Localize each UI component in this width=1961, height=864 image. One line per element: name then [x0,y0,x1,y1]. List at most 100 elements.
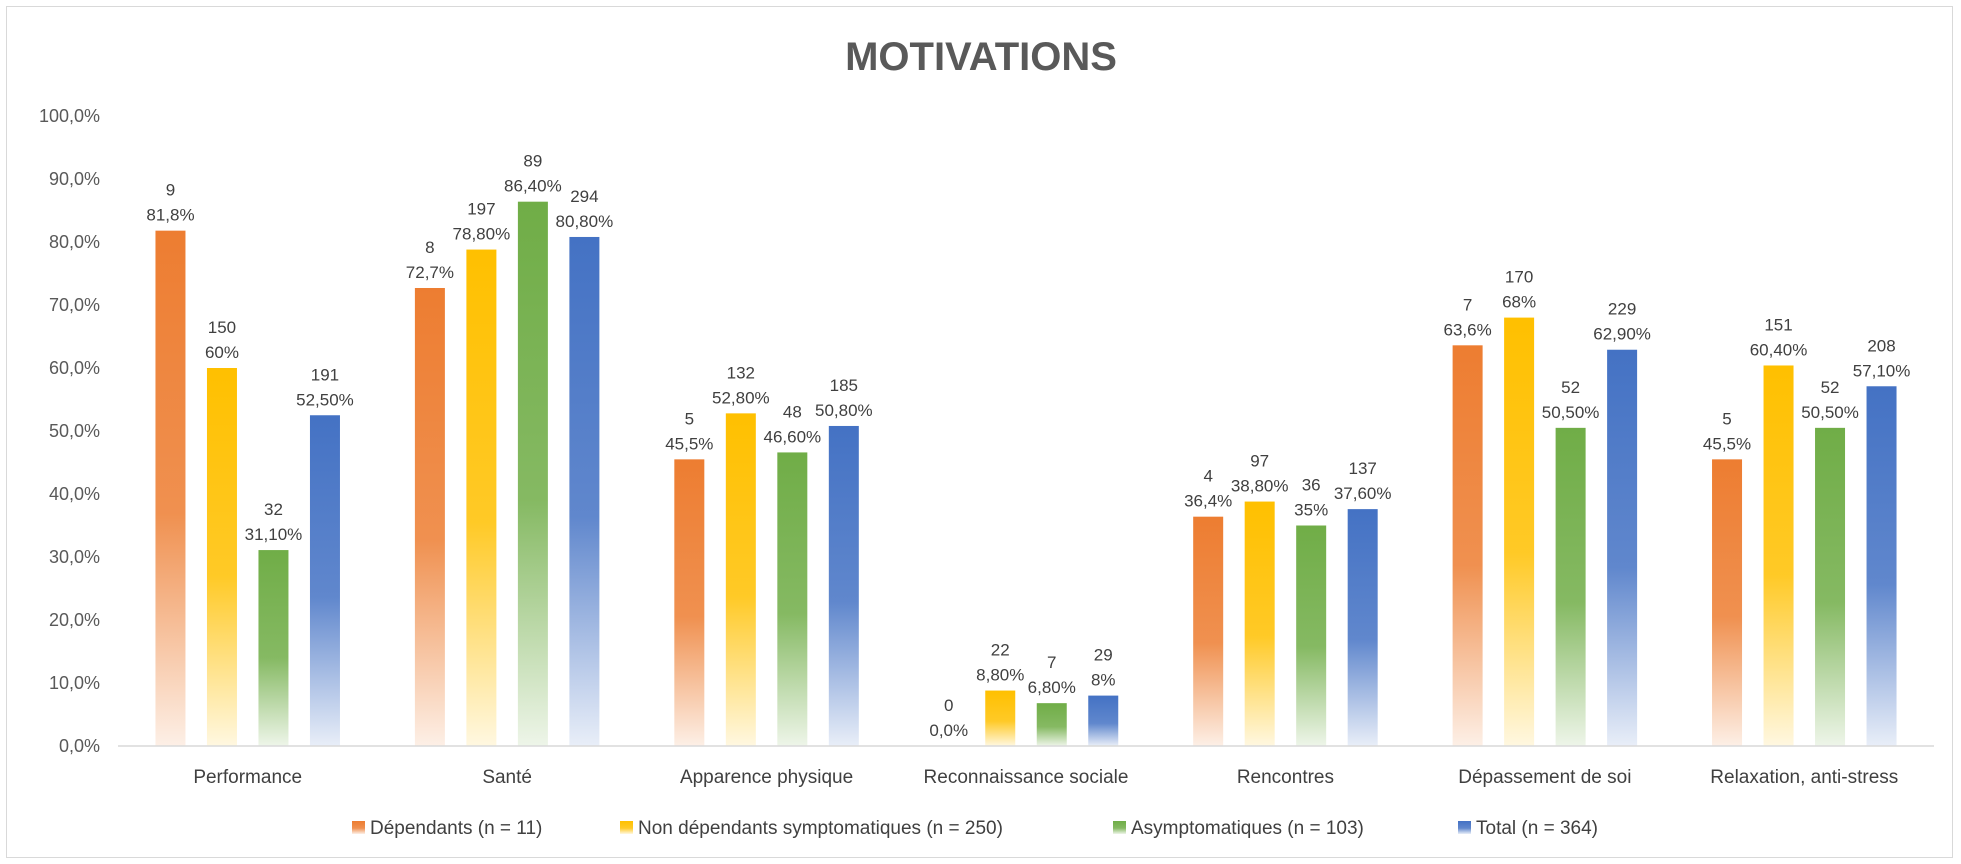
data-label-count: 36 [1302,476,1321,495]
bar [414,287,445,746]
data-label-count: 8 [425,238,434,257]
bar [674,459,705,746]
data-label-count: 5 [685,409,694,428]
bar [985,690,1016,746]
bar [1712,459,1743,746]
category-label: Relaxation, anti-stress [1710,767,1898,788]
category-label: Santé [482,767,532,788]
y-tick-label: 30,0% [49,547,100,567]
data-label-count: 191 [311,365,339,384]
data-label-percent: 80,80% [556,212,614,231]
y-tick-label: 0,0% [59,736,100,756]
category-label: Reconnaissance sociale [924,767,1129,788]
bar [1347,509,1378,746]
y-axis: 0,0% 10,0% 20,0% 30,0% 40,0% 50,0% 60,0% 70,0% 8… [39,106,100,756]
bar [1036,703,1067,746]
data-label-count: 5 [1722,409,1731,428]
data-label-percent: 45,5% [665,434,713,453]
data-label-count: 9 [166,181,175,200]
legend-swatch [620,821,633,834]
data-label-count: 7 [1463,295,1472,314]
data-label-count: 29 [1094,646,1113,665]
data-label-percent: 62,90% [1593,325,1651,344]
bar [569,236,600,746]
data-label-percent: 50,80% [815,401,873,420]
data-label-count: 132 [727,363,755,382]
bar [466,249,497,746]
bar [1607,349,1638,746]
data-label-percent: 57,10% [1853,361,1911,380]
bar [1555,427,1586,746]
data-label-percent: 52,50% [296,390,354,409]
x-axis-labels: Performance Santé Apparence physique Reconn… [193,767,1898,788]
bar [155,230,186,746]
data-label-percent: 36,4% [1184,492,1232,511]
data-label-percent: 72,7% [406,263,454,282]
data-label-percent: 46,60% [763,427,821,446]
bar [206,368,237,746]
legend: Dépendants (n = 11) Non dépendants sympto… [352,818,1598,839]
data-label-count: 32 [264,500,283,519]
bar [1452,345,1483,746]
data-label-percent: 52,80% [712,388,770,407]
data-label-count: 208 [1867,336,1895,355]
y-tick-label: 40,0% [49,484,100,504]
data-label-percent: 8,80% [976,666,1024,685]
data-label-percent: 63,6% [1444,320,1492,339]
legend-swatch [1113,821,1126,834]
legend-swatch [1458,821,1471,834]
bar [1088,695,1119,746]
category-label: Performance [193,767,302,788]
legend-label: Non dépendants symptomatiques (n = 250) [638,818,1003,839]
data-label-count: 7 [1047,653,1056,672]
data-label-percent: 50,50% [1542,403,1600,422]
data-label-percent: 35% [1294,501,1328,520]
bar [1193,516,1224,746]
y-tick-label: 100,0% [39,106,100,126]
legend-label: Dépendants (n = 11) [370,818,542,839]
bar [1244,501,1275,746]
bar [1296,525,1327,746]
legend-swatch [352,821,365,834]
data-label-percent: 60,40% [1750,340,1808,359]
category-label: Apparence physique [680,767,853,788]
bar [1504,317,1535,746]
data-label-count: 137 [1348,459,1376,478]
bars-group: 81,8%960%15031,10%3252,50%19172,7%878,80… [146,152,1910,746]
bar [1866,386,1897,746]
data-label-count: 197 [467,200,495,219]
data-label-count: 294 [570,187,598,206]
data-label-count: 97 [1250,452,1269,471]
data-label-percent: 0,0% [929,721,968,740]
data-label-count: 4 [1203,467,1212,486]
y-tick-label: 60,0% [49,358,100,378]
y-tick-label: 20,0% [49,610,100,630]
category-label: Dépassement de soi [1458,767,1631,788]
data-label-percent: 50,50% [1801,403,1859,422]
data-label-percent: 6,80% [1028,678,1076,697]
data-label-percent: 37,60% [1334,484,1392,503]
data-label-count: 89 [523,152,542,171]
data-label-count: 185 [830,376,858,395]
data-label-count: 52 [1561,378,1580,397]
bar [777,452,808,746]
data-label-count: 0 [944,696,953,715]
data-label-count: 229 [1608,300,1636,319]
legend-label: Total (n = 364) [1476,818,1598,839]
data-label-percent: 31,10% [245,525,303,544]
y-tick-label: 90,0% [49,169,100,189]
data-label-percent: 45,5% [1703,434,1751,453]
data-label-percent: 78,80% [453,225,511,244]
chart-title: MOTIVATIONS [845,35,1117,79]
data-label-percent: 60% [205,343,239,362]
data-label-percent: 81,8% [146,206,194,225]
data-label-count: 48 [783,402,802,421]
y-tick-label: 50,0% [49,421,100,441]
data-label-percent: 68% [1502,293,1536,312]
data-label-count: 22 [991,641,1010,660]
data-label-count: 150 [208,318,236,337]
bar [309,415,340,746]
bar [1763,365,1794,746]
data-label-percent: 8% [1091,671,1116,690]
